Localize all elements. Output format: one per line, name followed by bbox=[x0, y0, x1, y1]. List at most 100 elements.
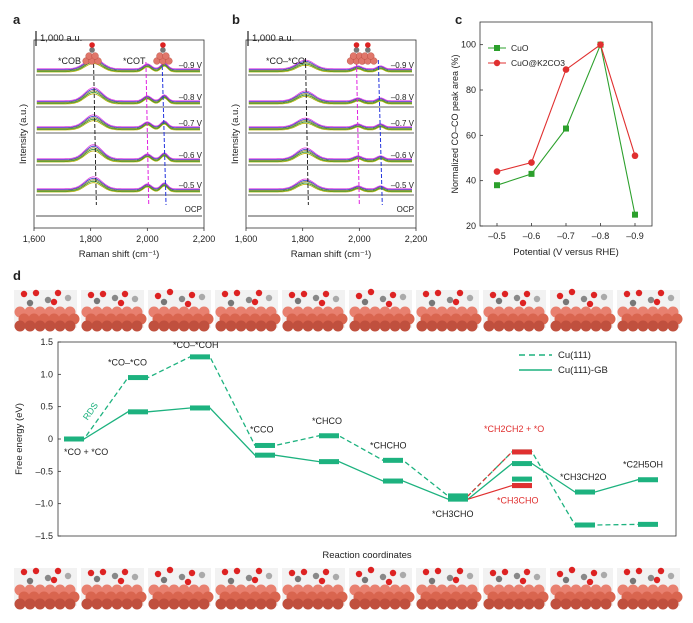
cu-atom bbox=[282, 598, 294, 610]
spectrum-line bbox=[248, 117, 412, 128]
state-label: *CH3CH2O bbox=[560, 472, 607, 482]
adsorbate-atom bbox=[233, 567, 241, 575]
energy-level-bar bbox=[512, 476, 532, 482]
panel-label-d: d bbox=[13, 268, 21, 283]
cu-atom bbox=[493, 320, 505, 332]
cu-atom bbox=[188, 320, 200, 332]
cu-atom bbox=[332, 598, 344, 610]
cu-atom bbox=[359, 320, 371, 332]
cu-atom bbox=[54, 320, 66, 332]
adsorbate-atom bbox=[667, 572, 675, 580]
cu-atom bbox=[349, 598, 361, 610]
x-axis-label: Raman shift (cm⁻¹) bbox=[291, 249, 372, 260]
adsorbate-atom bbox=[446, 574, 454, 582]
y-tick-label: –1.5 bbox=[35, 531, 53, 541]
adsorbate-atom bbox=[533, 295, 541, 303]
adsorbate-atom bbox=[166, 566, 174, 574]
energy-level-bar bbox=[383, 478, 403, 484]
adsorbate-atom bbox=[251, 576, 259, 584]
potential-label: –0.5 V bbox=[179, 181, 203, 190]
adsorbate-atom bbox=[54, 567, 62, 575]
cu-atom bbox=[322, 598, 334, 610]
spectrum-line bbox=[36, 60, 200, 71]
adsorbate-atom bbox=[456, 567, 464, 575]
legend-label: CuO bbox=[511, 43, 529, 53]
guide-line bbox=[356, 61, 360, 206]
adsorbate-atom bbox=[265, 572, 273, 580]
spectrum-line bbox=[248, 96, 412, 105]
adsorbate-atom bbox=[379, 573, 387, 581]
adsorbate-atom bbox=[93, 575, 101, 583]
adsorbate-atom bbox=[131, 295, 139, 303]
peak-label-cob: *COB bbox=[58, 56, 81, 66]
adsorbate-atom bbox=[322, 290, 330, 298]
bridged-co-molecule-icon bbox=[153, 42, 173, 65]
energy-level-bar bbox=[255, 442, 275, 448]
adsorbate-atom bbox=[111, 572, 119, 580]
adsorbate-atom bbox=[251, 298, 259, 306]
cu-atom bbox=[34, 320, 46, 332]
y-tick-label: –0.5 bbox=[35, 466, 53, 476]
cu-atom bbox=[446, 320, 458, 332]
y-axis-label: Intensity (a.u.) bbox=[18, 104, 29, 164]
y-tick-label: 100 bbox=[461, 40, 476, 50]
data-point bbox=[562, 66, 570, 73]
data-point bbox=[528, 170, 535, 177]
cu-atom bbox=[14, 320, 26, 332]
spectrum-line bbox=[36, 58, 200, 70]
cu-atom bbox=[322, 320, 334, 332]
plot-frame bbox=[479, 21, 653, 227]
spectrum-line bbox=[36, 177, 200, 190]
slab-structures-bottom bbox=[14, 566, 683, 610]
adsorbate-atom bbox=[87, 569, 95, 577]
energy-level-bar-red bbox=[512, 483, 532, 489]
cu-atom bbox=[312, 320, 324, 332]
spectrum-line bbox=[36, 120, 200, 131]
adsorbate-atom bbox=[99, 568, 107, 576]
cu-atom bbox=[292, 598, 304, 610]
adsorbate-atom bbox=[489, 291, 497, 299]
cu-atom bbox=[255, 598, 267, 610]
chart-c: 20 40 60 80 100 –0.5 –0.6 –0.7 –0.8 –0.9 Potential… bbox=[450, 21, 653, 258]
adsorbate-atom bbox=[178, 295, 186, 303]
spectrum-line bbox=[36, 118, 200, 130]
adsorbate-atom bbox=[99, 290, 107, 298]
cu-atom bbox=[225, 320, 237, 332]
cu-atom bbox=[198, 320, 210, 332]
adsorbate-atom bbox=[434, 567, 442, 575]
cu-atom bbox=[436, 320, 448, 332]
spectrum-line bbox=[36, 115, 200, 128]
cu-atom bbox=[379, 598, 391, 610]
cu-atom bbox=[332, 320, 344, 332]
cu-atom bbox=[245, 598, 257, 610]
spectrum-line bbox=[248, 182, 412, 192]
state-label: *CO–*COH bbox=[173, 340, 219, 350]
energy-level-bar bbox=[319, 433, 339, 439]
peak-label-cot: *COT bbox=[123, 56, 146, 66]
x-tick-label: 2,000 bbox=[136, 234, 159, 244]
spectrum-line bbox=[36, 180, 200, 192]
adsorbate-atom bbox=[121, 290, 129, 298]
adsorbate-atom bbox=[221, 290, 229, 298]
adsorbate-atom bbox=[385, 578, 393, 586]
state-label: *CH2CH2 + *O bbox=[484, 424, 544, 434]
adsorbate-atom bbox=[586, 578, 594, 586]
cu-atom bbox=[235, 320, 247, 332]
cu-atom bbox=[637, 598, 649, 610]
cu-atom bbox=[580, 320, 592, 332]
cu-atom bbox=[637, 320, 649, 332]
y-axis-label: Free energy (eV) bbox=[14, 403, 25, 475]
x-axis-label: Raman shift (cm⁻¹) bbox=[79, 249, 160, 260]
spectrum-line bbox=[248, 64, 412, 73]
spectrum-line bbox=[248, 61, 412, 70]
y-axis-label: Normalized CO–CO peak area (%) bbox=[450, 54, 460, 193]
spectrum-line bbox=[36, 90, 200, 103]
cu-atom bbox=[389, 320, 401, 332]
cu-atom bbox=[302, 598, 314, 610]
y-axis-label: Intensity (a.u.) bbox=[230, 104, 241, 164]
adsorbate-atom bbox=[389, 291, 397, 299]
adsorbate-atom bbox=[590, 291, 598, 299]
cu-atom bbox=[600, 320, 612, 332]
x-tick-label: 1,600 bbox=[235, 234, 258, 244]
cu-atom bbox=[667, 320, 679, 332]
